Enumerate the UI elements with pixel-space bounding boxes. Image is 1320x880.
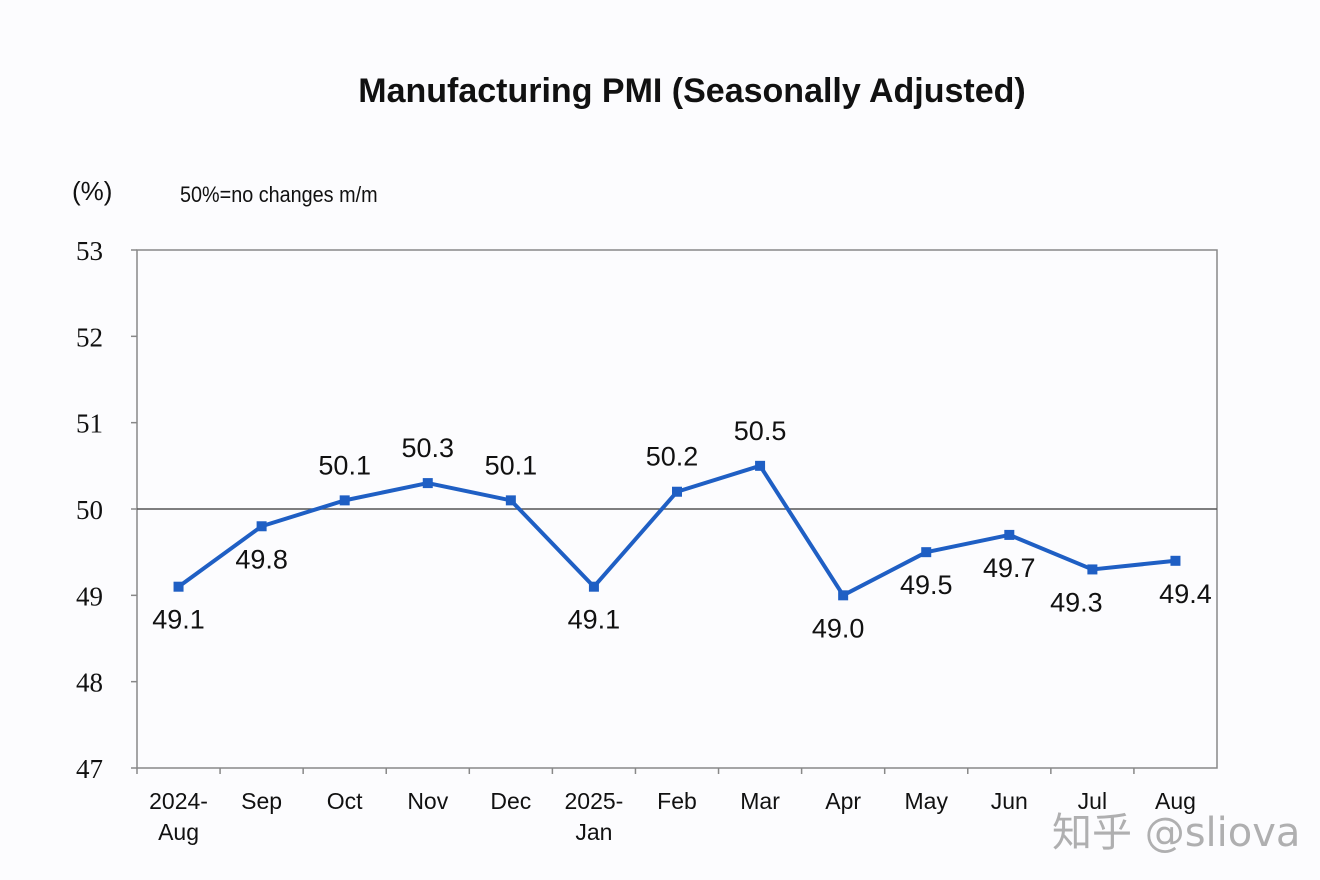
data-point bbox=[838, 590, 849, 601]
x-tick-label: May bbox=[905, 788, 949, 814]
x-tick-label: Jun bbox=[991, 788, 1028, 814]
data-point bbox=[1004, 529, 1015, 540]
y-tick-label: 53 bbox=[76, 236, 103, 266]
data-point bbox=[588, 581, 599, 592]
data-point bbox=[672, 486, 682, 497]
x-tick-label: Sep bbox=[241, 788, 282, 814]
data-label: 50.5 bbox=[734, 416, 787, 446]
x-tick-label: Feb bbox=[657, 788, 697, 814]
data-label: 49.1 bbox=[152, 605, 205, 635]
x-tick-label: Jul bbox=[1078, 788, 1107, 814]
chart-annotation: 50%=no changes m/m bbox=[180, 182, 378, 207]
y-tick-label: 49 bbox=[76, 581, 103, 611]
data-label: 50.2 bbox=[646, 442, 699, 472]
data-label: 49.5 bbox=[900, 570, 953, 600]
data-point bbox=[173, 581, 184, 592]
data-point bbox=[755, 460, 766, 471]
x-tick-label: 2024- bbox=[149, 788, 208, 814]
x-tick-label: Apr bbox=[825, 788, 861, 814]
x-tick-label: Nov bbox=[407, 788, 448, 814]
data-label: 49.4 bbox=[1159, 579, 1212, 609]
data-label: 49.0 bbox=[812, 613, 865, 643]
data-label: 49.7 bbox=[983, 553, 1036, 583]
x-tick-label: Oct bbox=[327, 788, 363, 814]
data-point bbox=[1087, 564, 1098, 575]
y-tick-label: 48 bbox=[76, 668, 103, 698]
x-tick-label: Jan bbox=[575, 819, 612, 845]
data-label: 49.3 bbox=[1050, 587, 1103, 617]
y-tick-label: 51 bbox=[76, 409, 103, 439]
y-tick-label: 50 bbox=[76, 495, 103, 525]
x-tick-label: 2025- bbox=[565, 788, 624, 814]
watermark: 知乎 @sliova bbox=[1052, 810, 1301, 856]
y-tick-label: 47 bbox=[76, 754, 103, 784]
data-label: 49.8 bbox=[235, 544, 288, 574]
x-tick-label: Mar bbox=[740, 788, 780, 814]
x-tick-label: Dec bbox=[490, 788, 531, 814]
y-axis-unit: (%) bbox=[72, 176, 113, 206]
data-point bbox=[256, 521, 267, 532]
data-label: 50.1 bbox=[318, 450, 371, 480]
data-label: 50.3 bbox=[401, 433, 454, 463]
x-tick-label: Aug bbox=[158, 819, 199, 845]
x-tick-label: Aug bbox=[1155, 788, 1196, 814]
data-point bbox=[422, 478, 433, 489]
data-label: 50.1 bbox=[485, 450, 538, 480]
data-point bbox=[339, 495, 350, 506]
chart-title: Manufacturing PMI (Seasonally Adjusted) bbox=[358, 72, 1026, 110]
y-tick-label: 52 bbox=[76, 322, 103, 352]
data-point bbox=[505, 495, 516, 506]
data-point bbox=[921, 547, 932, 558]
data-label: 49.1 bbox=[568, 605, 621, 635]
data-point bbox=[1170, 555, 1181, 566]
